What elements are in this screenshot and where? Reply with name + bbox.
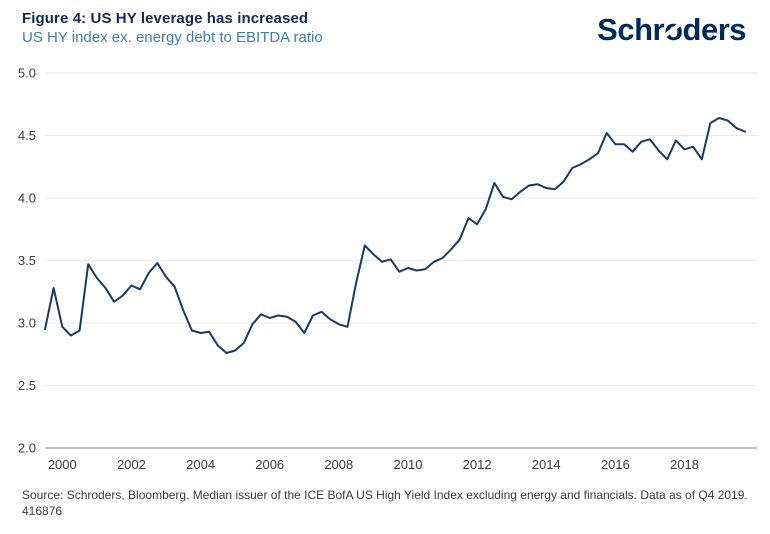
source-note: Source: Schroders, Bloomberg. Median iss… xyxy=(22,487,762,519)
leverage-line-series xyxy=(44,117,746,354)
y-tick-label: 2.5 xyxy=(18,378,36,393)
x-tick-label: 2016 xyxy=(601,457,630,472)
y-tick-label: 5.0 xyxy=(18,66,36,81)
figure-code: 416876 xyxy=(22,504,63,518)
logo-slashed-o: o xyxy=(664,12,683,47)
x-tick-label: 2010 xyxy=(394,457,423,472)
x-tick-label: 2012 xyxy=(463,457,492,472)
y-tick-label: 3.5 xyxy=(18,253,36,268)
y-tick-label: 3.0 xyxy=(18,316,36,331)
x-tick-label: 2008 xyxy=(324,457,353,472)
x-tick-label: 2000 xyxy=(48,457,77,472)
x-tick-label: 2018 xyxy=(670,457,699,472)
y-tick-label: 4.5 xyxy=(18,128,36,143)
source-line: Source: Schroders, Bloomberg. Median iss… xyxy=(22,488,748,502)
x-tick-label: 2006 xyxy=(255,457,284,472)
leverage-line-chart: 5.0 4.5 4.0 3.5 3.0 2.5 2.0 2000 2002 2004 2006 200… xyxy=(18,66,757,472)
y-tick-label: 2.0 xyxy=(18,441,36,456)
logo-text-pre: Schr xyxy=(597,12,665,47)
x-tick-label: 2004 xyxy=(186,457,215,472)
logo-text-post: ders xyxy=(682,12,747,47)
y-tick-label: 4.0 xyxy=(18,191,36,206)
x-tick-label: 2002 xyxy=(117,457,146,472)
x-tick-label: 2014 xyxy=(532,457,561,472)
schroders-logo: Schroders xyxy=(597,12,746,48)
figure-title: Figure 4: US HY leverage has increased xyxy=(22,10,309,27)
figure-subtitle: US HY index ex. energy debt to EBITDA ra… xyxy=(22,29,323,46)
